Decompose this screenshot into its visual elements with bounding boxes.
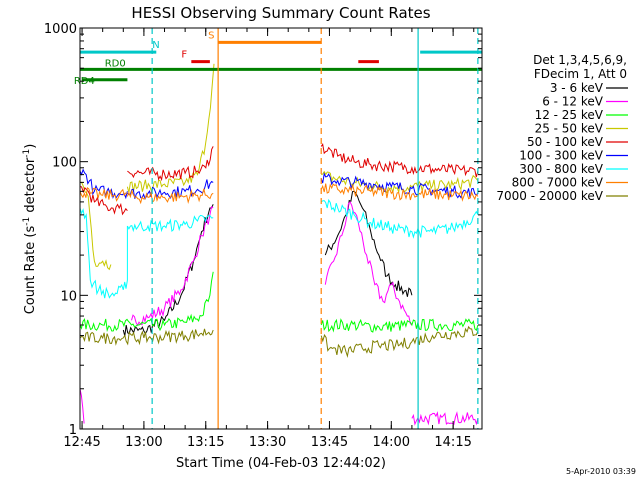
legend-entry-800-7000-kev: 800 - 7000 keV xyxy=(512,176,628,190)
series-50-100-kev-segment-1 xyxy=(127,146,214,182)
series-50-100-kev-segment-0 xyxy=(79,186,128,216)
y-axis-label-sup2: -1 xyxy=(22,149,32,158)
series-300-800-kev xyxy=(79,198,479,299)
flag-n: N xyxy=(80,40,482,54)
legend-entry-12-25-kev: 12 - 25 keV xyxy=(535,108,628,122)
legend-entry-3-6-kev: 3 - 6 keV xyxy=(550,81,628,95)
series-300-800-kev-segment-1 xyxy=(126,214,214,233)
x-tick-label-13-30: 13:30 xyxy=(249,435,286,450)
x-axis: 12:45 13:00 13:15 13:30 13:45 14:00 14:15 xyxy=(63,28,475,450)
y-tick-label-1: 1 xyxy=(69,423,77,438)
legend-label-100-300-kev: 100 - 300 keV xyxy=(519,149,603,163)
y-axis-label-end: ) xyxy=(23,144,38,149)
y-tick-label-1000: 1000 xyxy=(44,22,77,37)
y-tick-label-100: 100 xyxy=(52,156,77,171)
chart-title: HESSI Observing Summary Count Rates xyxy=(131,4,430,22)
vlines-layer xyxy=(151,28,479,429)
legend-entry-50-100-kev: 50 - 100 keV xyxy=(527,135,628,149)
legend-label-800-7000-kev: 800 - 7000 keV xyxy=(512,176,604,190)
x-tick-label-14-15: 14:15 xyxy=(434,435,471,450)
x-tick-label-13-15: 13:15 xyxy=(187,435,224,450)
legend-label-7000-20000-kev: 7000 - 20000 keV xyxy=(496,189,603,203)
legend-entry-100-300-kev: 100 - 300 keV xyxy=(519,149,628,163)
legend-entry-7000-20000-kev: 7000 - 20000 keV xyxy=(496,189,628,203)
series-300-800-kev-segment-2 xyxy=(320,198,479,239)
flag-label-rd4: RD4 xyxy=(74,76,95,87)
series-12-25-kev-segment-1 xyxy=(320,318,479,333)
series-800-7000-kev xyxy=(79,183,479,205)
y-axis: 1 10 100 1000 xyxy=(44,22,482,438)
series-6-12-kev-segment-3 xyxy=(411,411,479,426)
x-tick-label-12-45: 12:45 xyxy=(63,435,100,450)
x-tick-label-14-00: 14:00 xyxy=(373,435,410,450)
legend: Det 1,3,4,5,6,9, FDecim 1, Att 0 3 - 6 k… xyxy=(496,53,628,203)
y-tick-label-10: 10 xyxy=(60,289,77,304)
flag-label-rd0: RD0 xyxy=(105,58,126,69)
flag-rd4: RD4 xyxy=(74,76,128,87)
flag-label-f: F xyxy=(181,50,187,61)
series-25-50-kev-segment-0 xyxy=(80,181,112,271)
plot-frame xyxy=(79,27,483,430)
series-12-25-kev xyxy=(79,271,479,333)
series-layer xyxy=(79,63,479,426)
series-50-100-kev-segment-2 xyxy=(320,143,479,178)
legend-header-line-1: Det 1,3,4,5,6,9, xyxy=(533,53,627,67)
legend-label-300-800-kev: 300 - 800 keV xyxy=(519,162,603,176)
flag-label-s: S xyxy=(208,30,214,41)
series-12-25-kev-segment-0 xyxy=(79,271,214,333)
legend-label-25-50-kev: 25 - 50 keV xyxy=(535,122,604,136)
series-800-7000-kev-segment-2 xyxy=(320,183,479,202)
series-50-100-kev xyxy=(79,143,479,216)
flag-s: S xyxy=(208,30,322,44)
series-7000-20000-kev-segment-1 xyxy=(320,325,479,358)
legend-label-3-6-kev: 3 - 6 keV xyxy=(550,81,604,95)
series-6-12-kev-segment-0 xyxy=(79,388,85,424)
series-7000-20000-kev xyxy=(79,325,479,358)
y-axis-label-mid: detector xyxy=(23,157,38,217)
flags-layer: N S F RD0 RD4 xyxy=(74,30,482,87)
y-axis-label-sup1: -1 xyxy=(22,217,32,226)
series-3-6-kev-segment-0 xyxy=(122,204,214,337)
series-6-12-kev-segment-2 xyxy=(324,200,413,326)
series-800-7000-kev-segment-0 xyxy=(79,187,128,202)
series-100-300-kev-segment-0 xyxy=(79,168,128,200)
legend-header-line-2: FDecim 1, Att 0 xyxy=(534,67,627,81)
series-300-800-kev-segment-0 xyxy=(79,207,128,299)
legend-entry-25-50-kev: 25 - 50 keV xyxy=(535,122,628,136)
series-800-7000-kev-segment-1 xyxy=(126,188,214,205)
series-7000-20000-kev-segment-0 xyxy=(79,328,214,346)
x-tick-label-13-00: 13:00 xyxy=(125,435,162,450)
legend-label-12-25-kev: 12 - 25 keV xyxy=(535,108,604,122)
y-axis-label: Count Rate (s-1 detector-1) xyxy=(22,144,38,315)
flag-f: F xyxy=(181,50,379,64)
flag-rd0: RD0 xyxy=(80,58,482,71)
x-axis-label: Start Time (04-Feb-03 12:44:02) xyxy=(176,456,386,471)
series-6-12-kev-segment-1 xyxy=(131,205,214,327)
legend-label-50-100-kev: 50 - 100 keV xyxy=(527,135,604,149)
legend-entry-6-12-kev: 6 - 12 keV xyxy=(542,95,628,109)
legend-entry-300-800-kev: 300 - 800 keV xyxy=(519,162,628,176)
flag-label-n: N xyxy=(152,40,159,51)
y-axis-label-main: Count Rate (s xyxy=(23,226,38,315)
x-tick-label-13-45: 13:45 xyxy=(311,435,348,450)
legend-label-6-12-kev: 6 - 12 keV xyxy=(542,95,604,109)
date-stamp: 5-Apr-2010 03:39 xyxy=(566,467,636,476)
series-100-300-kev-segment-1 xyxy=(127,179,214,201)
series-6-12-kev xyxy=(79,200,479,426)
